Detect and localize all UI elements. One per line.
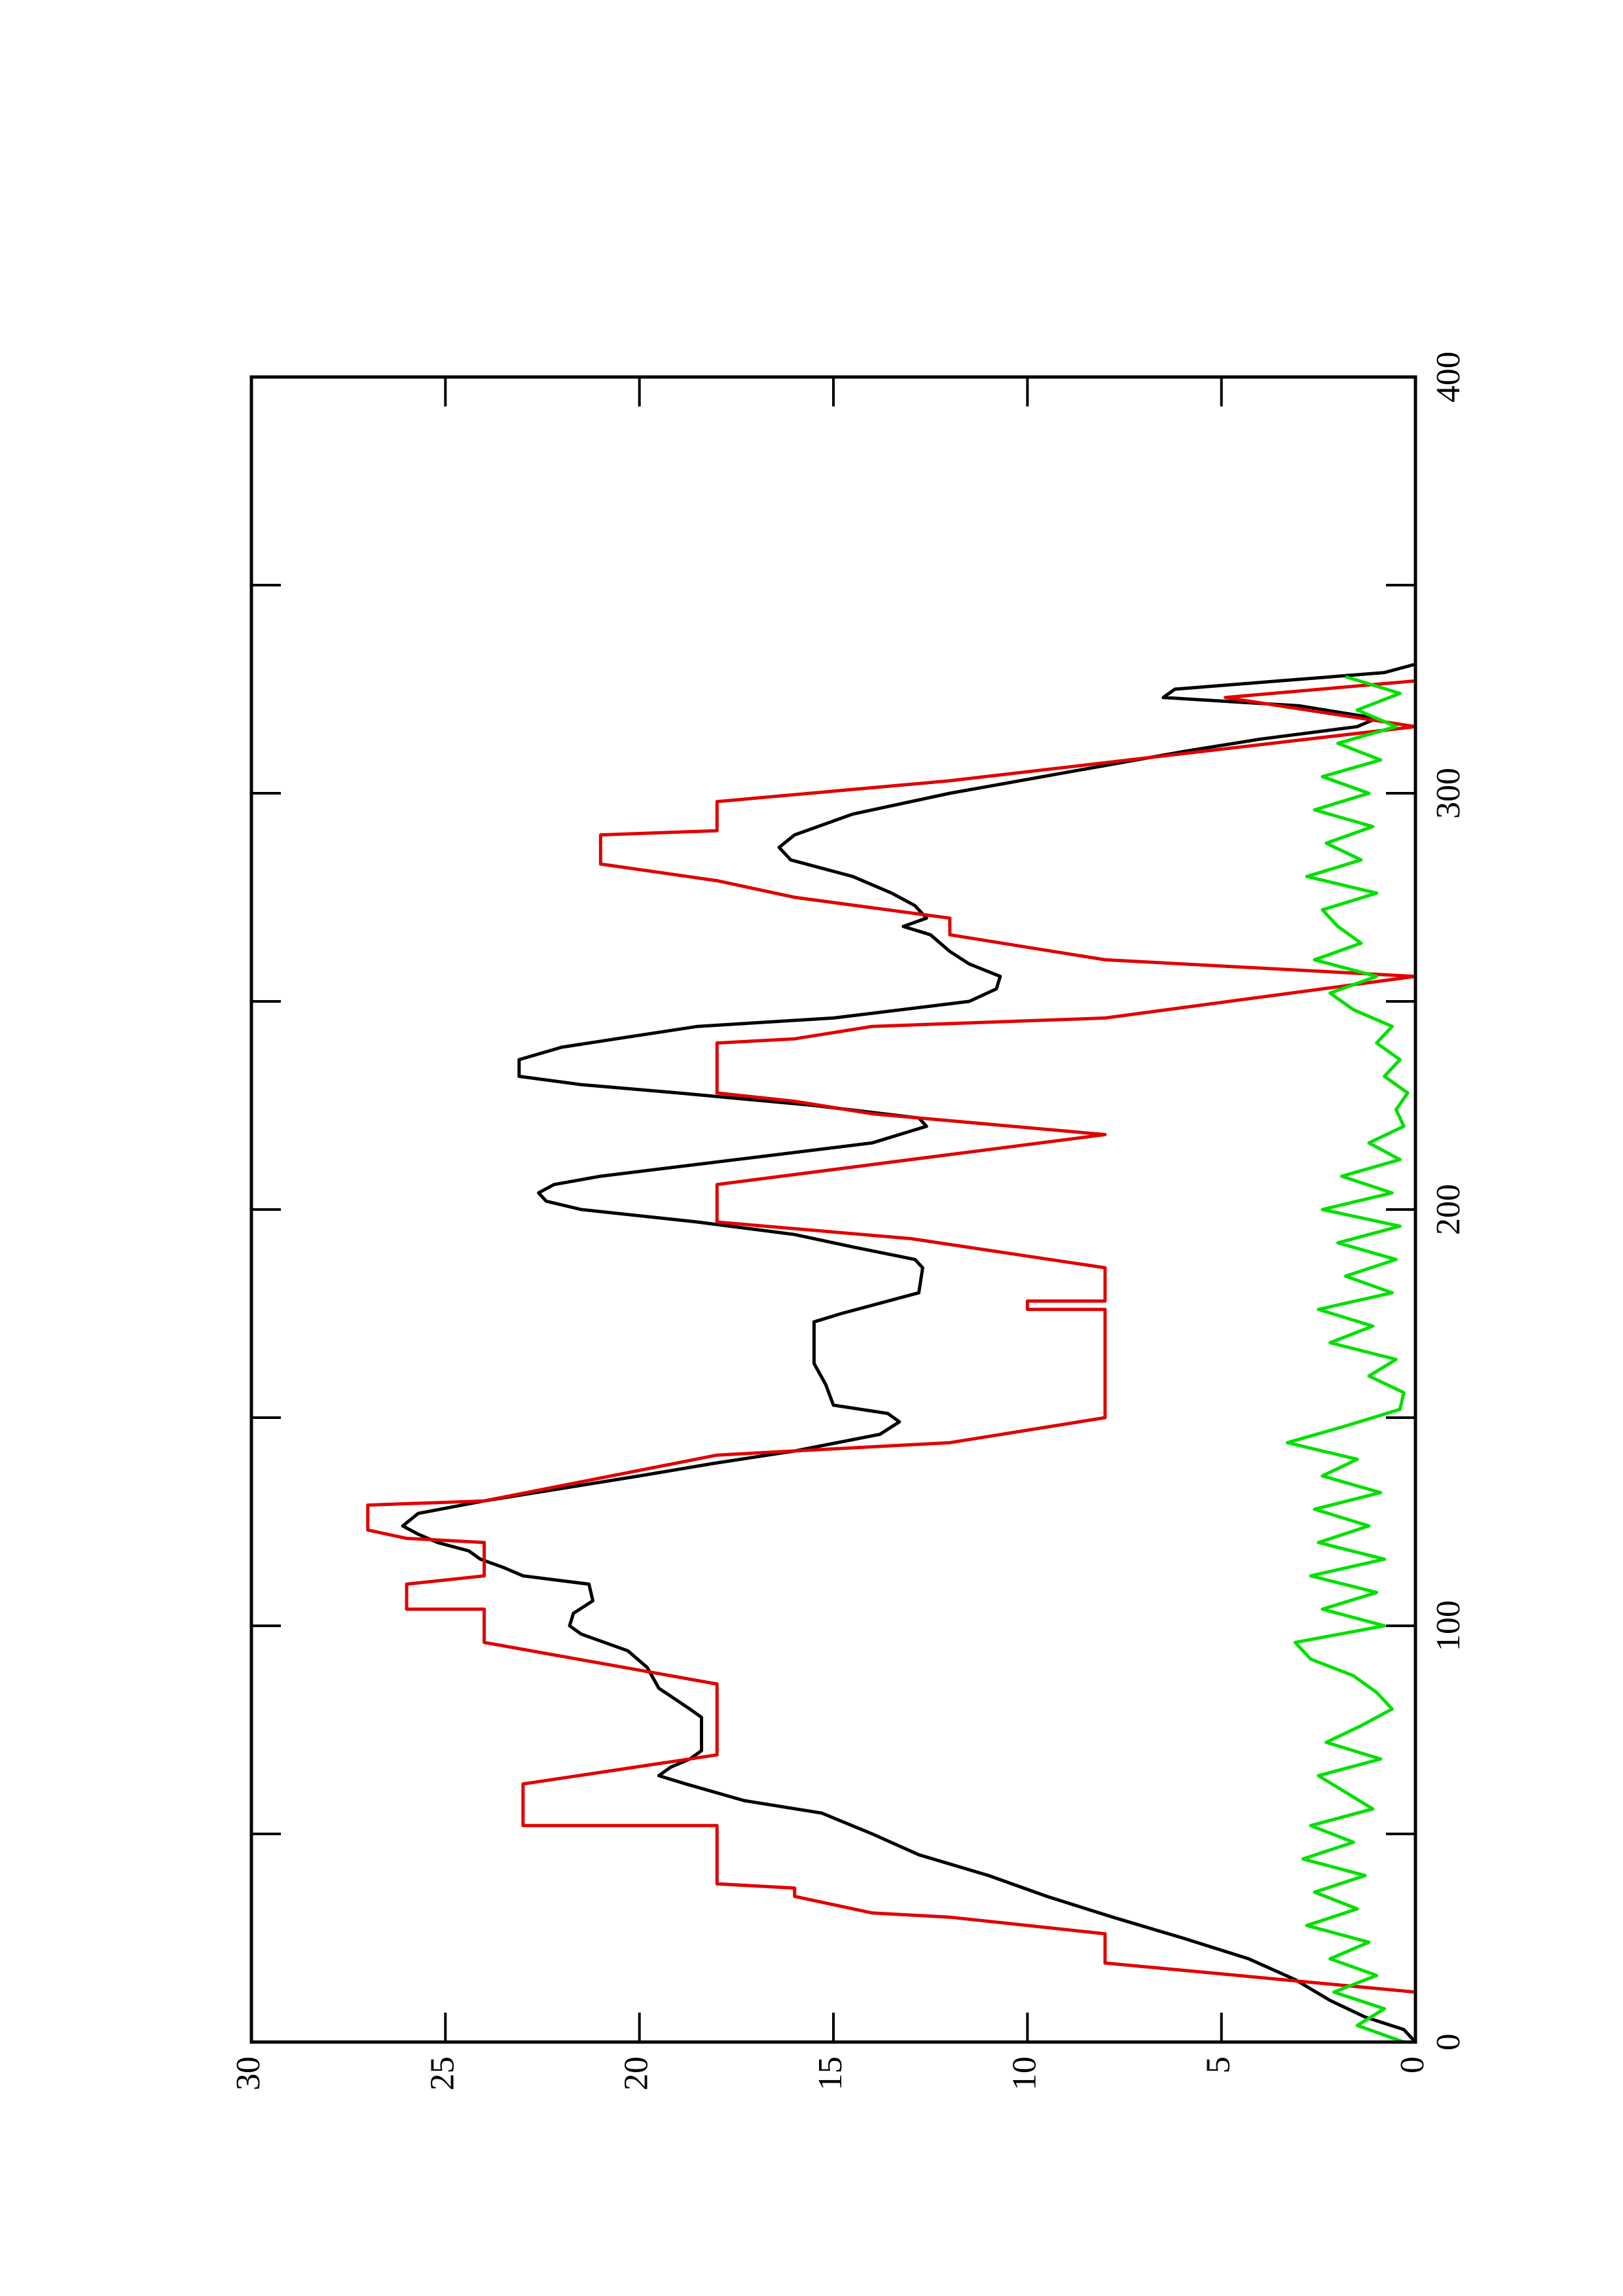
- plot-frame: [249, 375, 1417, 2044]
- y-tick-label: 20: [618, 2056, 655, 2090]
- y-tick-label: 15: [812, 2056, 849, 2090]
- y-tick-label: 25: [424, 2056, 461, 2090]
- plot-area: 0 100 200 300 400 0 5 10 15 20 25 30: [230, 351, 1467, 2090]
- x-tick-label: 300: [1430, 768, 1467, 819]
- y-tick-label: 30: [230, 2056, 267, 2090]
- x-tick-label: 200: [1430, 1184, 1467, 1235]
- x-tick-label: 100: [1430, 1600, 1467, 1651]
- data-line: [1285, 675, 1410, 2044]
- y-tick-label: 0: [1394, 2056, 1431, 2073]
- y-tick-label: 10: [1006, 2056, 1043, 2090]
- x-tick-label: 400: [1430, 351, 1467, 403]
- x-tick-label: 0: [1430, 2034, 1467, 2051]
- y-tick-label: 5: [1200, 2056, 1237, 2073]
- data-line: [366, 668, 1417, 1994]
